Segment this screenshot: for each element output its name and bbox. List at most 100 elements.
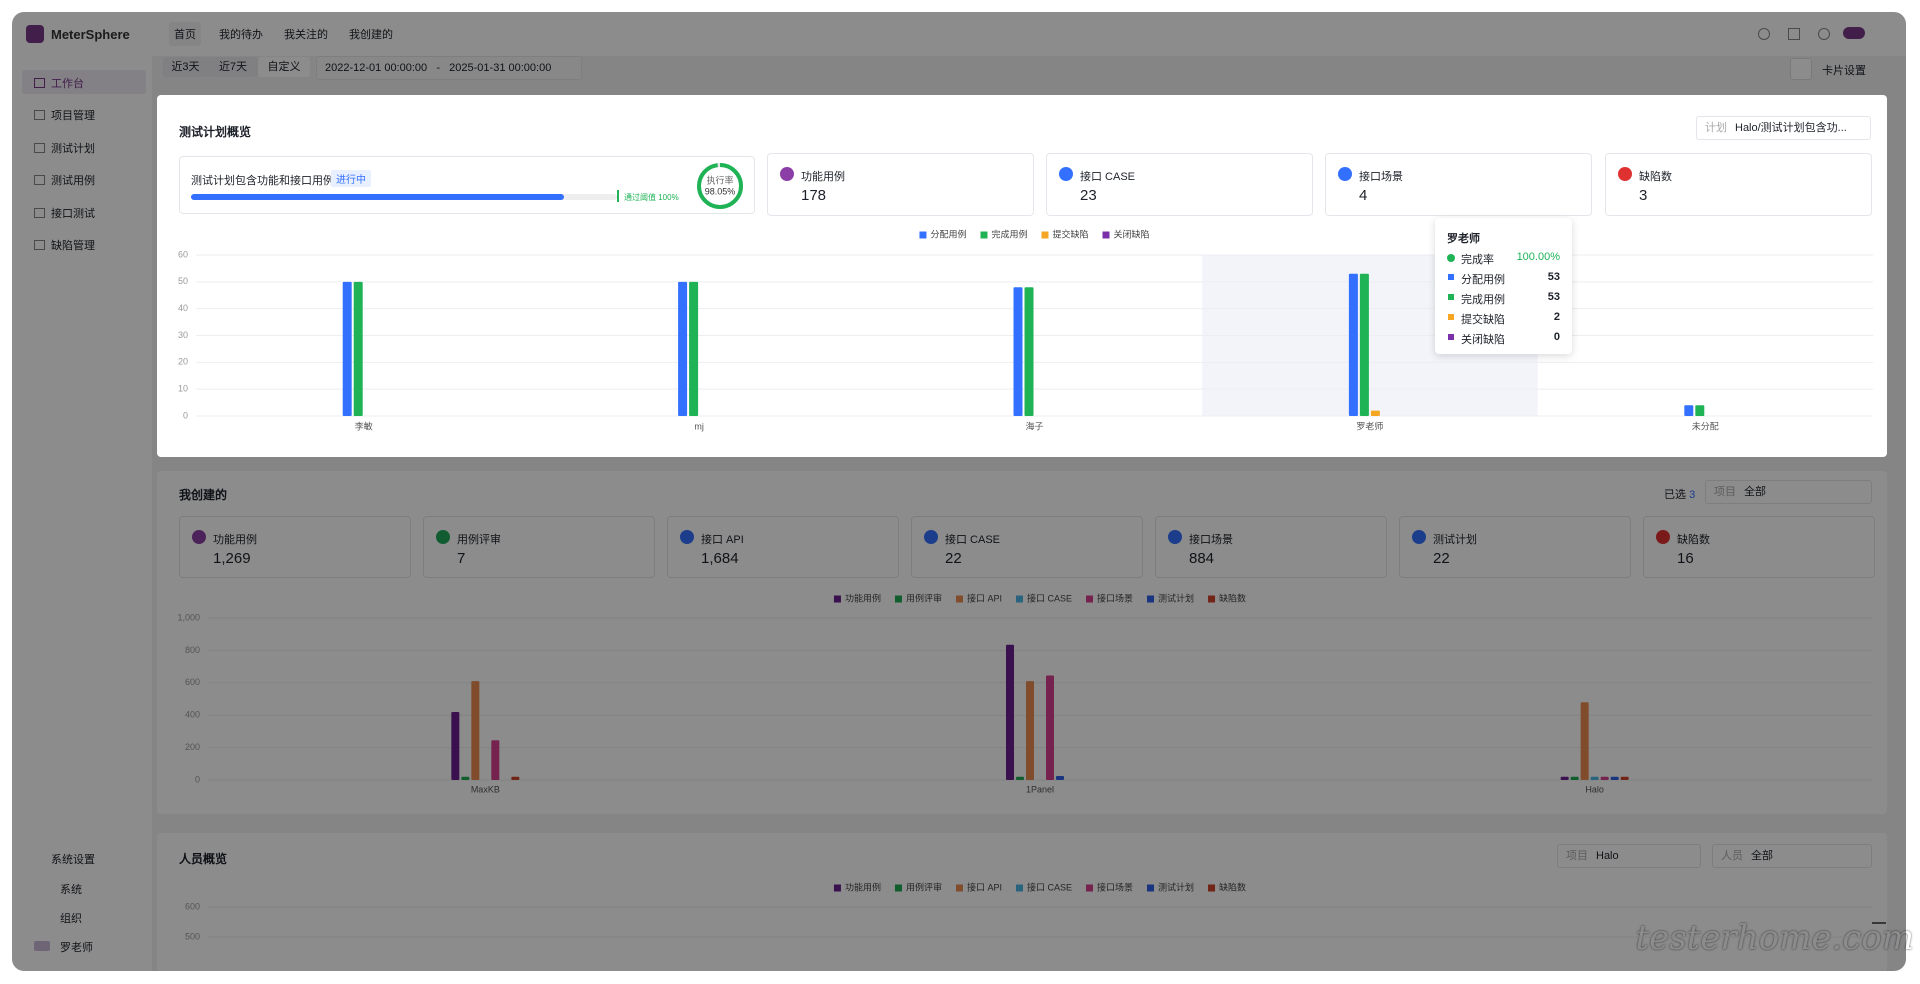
plan-name: 测试计划包含功能和接口用例 — [191, 175, 334, 187]
range-button[interactable]: 近7天 — [208, 57, 258, 77]
x-tick-label: 罗老师 — [1356, 420, 1383, 431]
section-title: 测试计划概览 — [179, 125, 252, 139]
logo: MeterSphere — [51, 27, 130, 42]
card-icon — [924, 530, 938, 544]
watermark: testerhome.com — [1635, 918, 1914, 958]
check-icon — [1447, 254, 1455, 262]
help-icon[interactable] — [1818, 28, 1830, 40]
tooltip-title: 罗老师 — [1447, 233, 1480, 245]
legend-label: 提交缺陷 — [1053, 228, 1089, 239]
selected-label: 已选 — [1664, 489, 1686, 501]
tooltip-swatch — [1448, 294, 1454, 300]
settings-item[interactable]: 系统 — [60, 884, 82, 896]
legend-label: 完成用例 — [991, 228, 1027, 239]
menu-icon — [34, 78, 45, 88]
menu-label: 工作台 — [51, 78, 84, 90]
menu-item[interactable]: 测试计划 — [22, 135, 146, 159]
plan-overview-section: 测试计划概览 计划 Halo/测试计划包含功... 测试计划包含功能和接口用例 进… — [157, 95, 1887, 457]
date-range[interactable]: 2022-12-01 00:00:00 - 2025-01-31 00:00:0… — [316, 56, 582, 80]
bar — [1024, 287, 1034, 416]
menu-item[interactable]: 接口测试 — [22, 200, 146, 224]
bar — [1006, 644, 1014, 780]
selected: 已选 3 — [1664, 486, 1695, 502]
card-settings[interactable]: 卡片设置 — [1822, 65, 1866, 77]
menu-label: 缺陷管理 — [51, 240, 95, 252]
project-select[interactable]: 项目 全部 — [1705, 480, 1872, 504]
sidebar — [12, 12, 152, 971]
bar — [1560, 776, 1569, 780]
nav-item[interactable]: 首页 — [169, 22, 201, 46]
legend-swatch — [955, 884, 963, 892]
bar — [451, 711, 460, 780]
nav-item[interactable]: 我关注的 — [284, 29, 328, 41]
user-name[interactable]: 罗老师 — [60, 942, 93, 954]
menu-item[interactable]: 项目管理 — [22, 102, 146, 126]
menu-item[interactable]: 缺陷管理 — [22, 232, 146, 256]
range-button[interactable]: 自定义 — [258, 57, 310, 77]
refresh-button[interactable] — [1790, 58, 1812, 80]
project-select[interactable]: 项目 Halo — [1557, 844, 1701, 868]
legend-swatch — [1086, 595, 1094, 603]
card-icon — [1168, 530, 1182, 544]
menu-icon — [34, 240, 45, 250]
y-tick-label: 40 — [178, 303, 188, 313]
x-tick-label: MaxKB — [471, 784, 500, 794]
my-created-chart: 0 200 400 600 800 1,000 功能用例 用例评审 接口 API 接口 CASE 接… — [177, 592, 1872, 794]
card-value: 884 — [1189, 550, 1215, 567]
menu-label: 测试用例 — [51, 175, 95, 187]
card-label: 测试计划 — [1433, 534, 1477, 546]
tooltip: 罗老师 完成率 100.00% 分配用例 53 完成用例 53 提交缺陷 2 关闭缺陷 0 — [1435, 218, 1572, 354]
legend-label: 接口 CASE — [1027, 592, 1072, 603]
select-label: 计划 — [1705, 122, 1727, 134]
y-tick-label: 200 — [185, 742, 200, 752]
member-select[interactable]: 人员 全部 — [1712, 844, 1872, 868]
bar — [1600, 776, 1609, 780]
toggle[interactable] — [1843, 27, 1865, 39]
legend-swatch — [1015, 884, 1023, 892]
tooltip-label: 关闭缺陷 — [1461, 334, 1505, 346]
y-tick-label: 800 — [185, 645, 200, 655]
settings-item[interactable]: 组织 — [60, 913, 82, 925]
menu-item[interactable]: 测试用例 — [22, 167, 146, 191]
card-value: 22 — [945, 550, 962, 567]
y-tick-label: 0 — [183, 410, 188, 420]
separator: - — [436, 62, 440, 74]
legend-swatch — [1147, 595, 1155, 603]
tooltip-row: 关闭缺陷 0 — [1447, 331, 1560, 346]
card-value: 4 — [1359, 187, 1368, 204]
legend-swatch — [1208, 884, 1216, 892]
card-icon — [1656, 530, 1670, 544]
card-value: 3 — [1639, 187, 1648, 204]
stat-card: 接口 API 1,684 — [667, 516, 899, 578]
legend: 分配用例 完成用例 提交缺陷 关闭缺陷 — [919, 228, 1150, 239]
bar — [471, 681, 480, 780]
range-button[interactable]: 近3天 — [163, 57, 208, 77]
card-value: 16 — [1677, 550, 1694, 567]
menu-icon — [34, 175, 45, 185]
legend-label: 接口场景 — [1097, 592, 1133, 603]
nav-item[interactable]: 我创建的 — [349, 29, 393, 41]
menu-icon — [34, 110, 45, 120]
menu-item[interactable]: 工作台 — [22, 70, 146, 94]
card-value: 22 — [1433, 550, 1450, 567]
avatar — [34, 941, 50, 951]
doc-icon[interactable] — [1788, 28, 1800, 40]
plan-select[interactable]: 计划 Halo/测试计划包含功... — [1696, 116, 1871, 140]
settings-title[interactable]: 系统设置 — [51, 854, 95, 866]
nav-item[interactable]: 我的待办 — [219, 29, 263, 41]
tooltip-row: 提交缺陷 2 — [1447, 311, 1560, 326]
legend-swatch — [1086, 884, 1094, 892]
bar — [461, 776, 470, 780]
bar — [1348, 273, 1358, 416]
download-icon[interactable] — [1872, 908, 1886, 924]
bell-icon[interactable] — [1758, 28, 1770, 40]
bar — [1013, 287, 1023, 416]
legend: 功能用例 用例评审 接口 API 接口 CASE 接口场景 测试计划 缺陷数 — [833, 592, 1246, 603]
stat-card: 缺陷数 16 — [1643, 516, 1875, 578]
start-date: 2022-12-01 00:00:00 — [325, 62, 428, 74]
x-tick-label: 未分配 — [1692, 420, 1719, 431]
bar — [1590, 776, 1599, 780]
select-label: 人员 — [1721, 850, 1743, 862]
